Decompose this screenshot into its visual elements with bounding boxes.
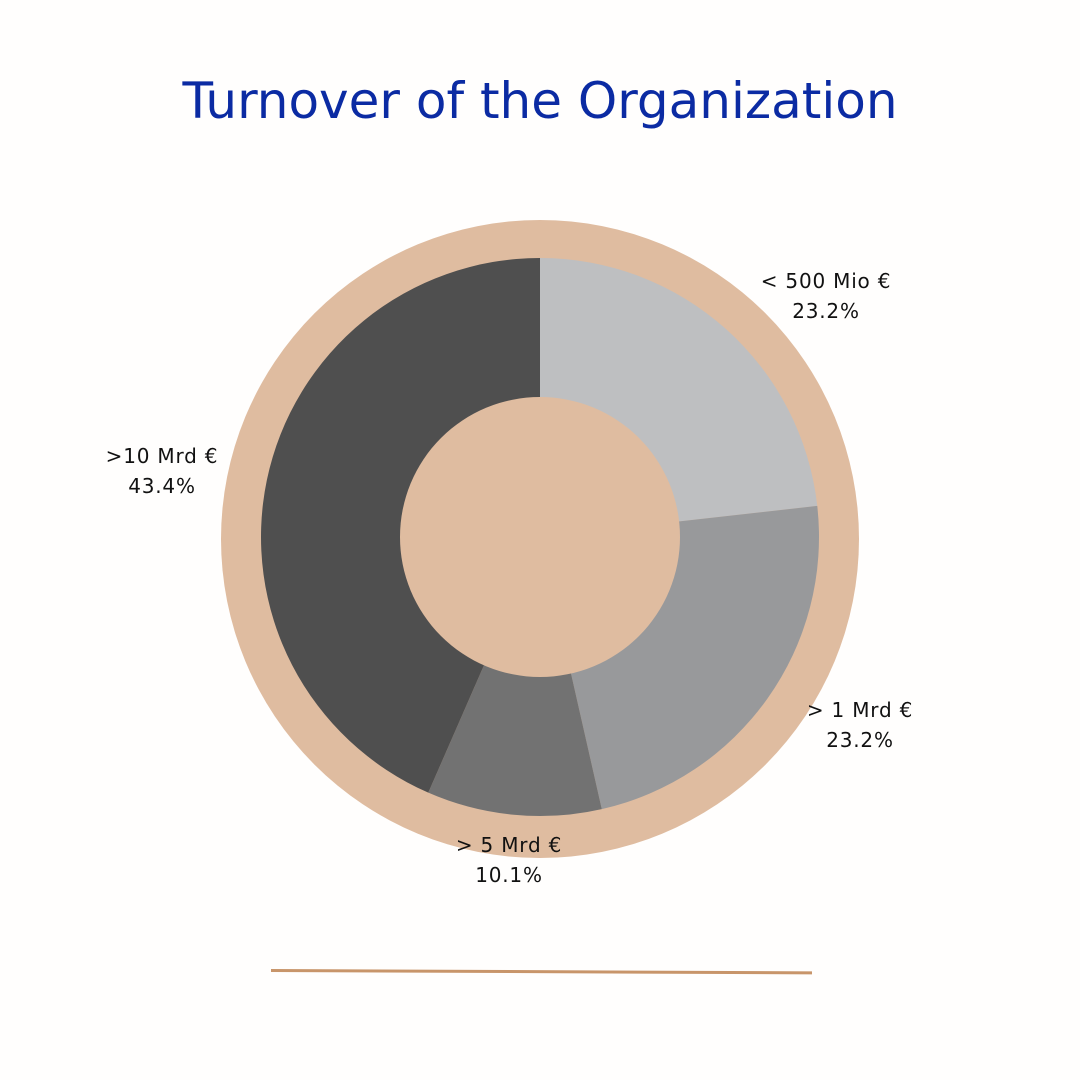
slice-over-5b (428, 537, 602, 817)
chart-title: Turnover of the Organization (182, 72, 898, 130)
slice-label-under-500m: < 500 Mio € (761, 269, 892, 293)
slice-label-over-10b: >10 Mrd € (106, 444, 219, 468)
slice-value-over-10b: 43.4% (128, 474, 196, 498)
inner-hole (400, 397, 680, 677)
slice-value-under-500m: 23.2% (792, 299, 860, 323)
slice-label-over-1b: > 1 Mrd € (807, 698, 913, 722)
slice-label-over-5b: > 5 Mrd € (456, 833, 562, 857)
slice-value-over-1b: 23.2% (826, 728, 894, 752)
slice-value-over-5b: 10.1% (475, 863, 543, 887)
